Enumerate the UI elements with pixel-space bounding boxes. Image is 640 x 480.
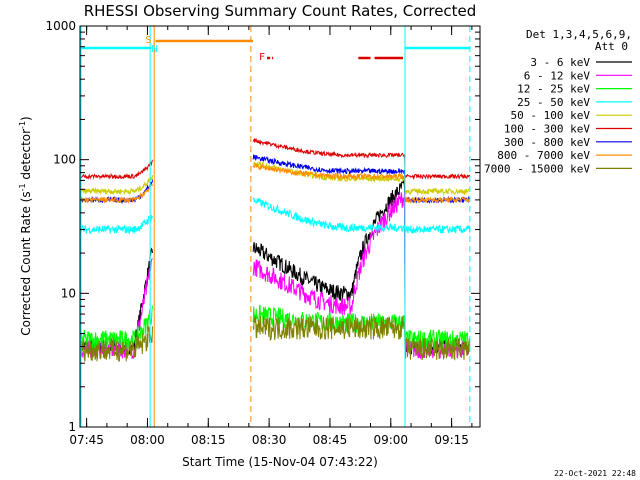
y-axis-label-part: Corrected Count Rate (s: [19, 191, 33, 335]
series-line: [79, 197, 471, 236]
series-line: [79, 304, 471, 350]
x-tick-label: 09:15: [434, 433, 469, 447]
legend-header: Att 0: [595, 40, 628, 53]
legend-label: 100 - 300 keV: [504, 123, 590, 136]
series-line: [79, 154, 471, 205]
x-tick-label: 09:00: [373, 433, 408, 447]
y-tick-label: 10: [61, 286, 76, 300]
flag-label: S: [145, 35, 151, 46]
x-tick-label: 08:00: [130, 433, 165, 447]
flag-label: F: [259, 52, 265, 63]
plot-area: SN F: [79, 26, 471, 427]
y-axis-label-part: detector: [19, 129, 33, 184]
flags-layer: SN F: [80, 26, 471, 427]
series-line: [79, 160, 470, 196]
y-axis-label-sup: -1: [18, 121, 27, 129]
plot-frame: [79, 25, 481, 428]
x-axis: 07:45 08:00 08:15 08:30 08:45 09:00 09:15: [69, 26, 473, 447]
series-line: [79, 315, 471, 363]
series-layer: [79, 137, 471, 363]
y-axis-label: Corrected Count Rate (s-1 detector-1): [18, 116, 33, 335]
legend-label: 7000 - 15000 keV: [484, 162, 590, 175]
x-tick-label: 08:30: [252, 433, 287, 447]
x-axis-label: Start Time (15-Nov-04 07:43:22): [182, 455, 378, 469]
legend-label: 6 - 12 keV: [524, 69, 591, 82]
x-tick-label: 08:15: [191, 433, 226, 447]
y-axis: 1 10 100 1000: [45, 19, 480, 434]
legend-label: 3 - 6 keV: [530, 56, 590, 69]
x-tick-label: 08:45: [313, 433, 348, 447]
y-tick-label: 1000: [45, 19, 76, 33]
series-line: [79, 163, 471, 204]
y-axis-label-part: ): [19, 116, 33, 121]
footer-timestamp: 22-Oct-2021 22:48: [554, 469, 636, 478]
y-axis-label-sup: -1: [18, 183, 27, 191]
legend-label: 800 - 7000 keV: [497, 149, 590, 162]
legend-label: 25 - 50 keV: [517, 96, 590, 109]
legend-label: 50 - 100 keV: [511, 109, 591, 122]
y-tick-label: 100: [53, 153, 76, 167]
series-line: [79, 178, 471, 355]
x-tick-label: 07:45: [69, 433, 104, 447]
legend-header: Det 1,3,4,5,6,9,: [526, 28, 632, 41]
legend-label: 12 - 25 keV: [517, 83, 590, 96]
legend-label: 300 - 800 keV: [504, 136, 590, 149]
flag-label: N: [152, 44, 158, 55]
chart-title: RHESSI Observing Summary Count Rates, Co…: [84, 2, 477, 20]
y-tick-label: 1: [68, 420, 76, 434]
series-line: [79, 137, 471, 181]
